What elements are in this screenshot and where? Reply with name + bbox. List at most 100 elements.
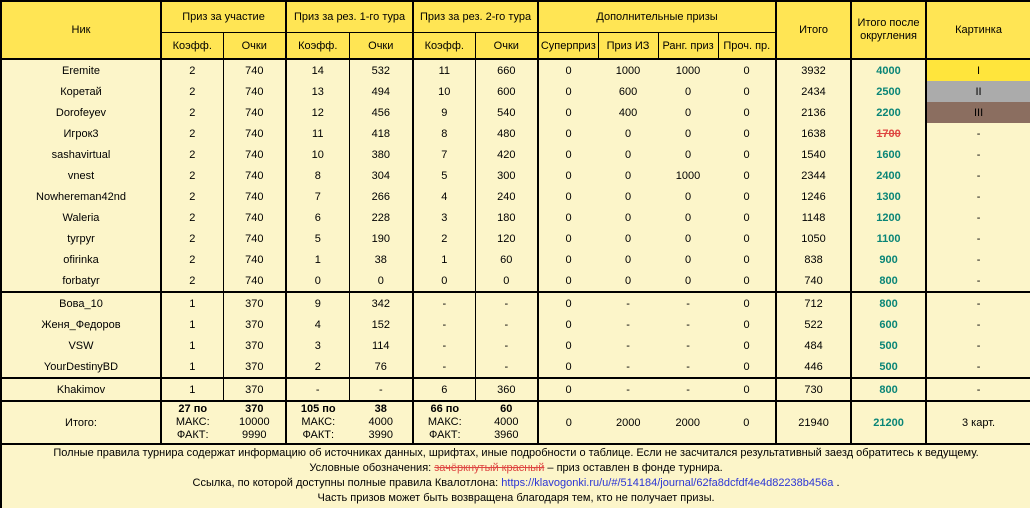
value-cell: 3 [286, 335, 350, 356]
value-cell: 114 [349, 335, 415, 356]
rounded-cell: 500 [851, 335, 928, 356]
totals-participation-max-label: МАКС: [175, 416, 210, 428]
value-cell: 0 [598, 123, 659, 144]
value-cell: 180 [475, 207, 540, 228]
value-cell: 370 [223, 314, 288, 335]
value-cell: 0 [718, 270, 778, 293]
rounded-cell: 1700 [851, 123, 928, 144]
value-cell: 494 [349, 81, 415, 102]
footer-notes: Полные правила турнира содержат информац… [1, 444, 1030, 508]
totals-round2-per: 60 [500, 403, 513, 415]
value-cell: - [658, 356, 719, 379]
value-cell: 370 [223, 356, 288, 379]
totals-round2-cell: 66 по 60 МАКС: 4000 ФАКТ: 3960 [413, 401, 540, 445]
player-row: Dorofeyev 2 740 12 456 9 540 0 400 0 0 2136 2200 III [1, 102, 1030, 123]
player-nick: forbatyr [1, 270, 162, 293]
picture-cell: - [926, 123, 1030, 144]
rounded-cell: 1200 [851, 207, 928, 228]
picture-cell: - [926, 249, 1030, 270]
totals-round1-cell: 105 по 38 МАКС: 4000 ФАКТ: 3990 [286, 401, 415, 445]
value-cell: 0 [538, 314, 599, 335]
totals-row: Итого: 27 по 370 МАКС: 10000 ФАКТ: 9990 105… [1, 401, 1030, 445]
totals-rank-prize: 2000 [675, 416, 701, 429]
table-header: Ник Приз за участие Приз за рез. 1-го ту… [1, 1, 1030, 60]
player-row: Коретай 2 740 13 494 10 600 0 600 0 0 2434 2500 II [1, 81, 1030, 102]
value-cell: 2 [413, 228, 476, 249]
value-cell: 4 [413, 186, 476, 207]
value-cell: 740 [223, 81, 288, 102]
player-nick: Вова_10 [1, 292, 162, 314]
value-cell: 370 [223, 335, 288, 356]
value-cell: - [413, 356, 476, 379]
player-row: Игрок3 2 740 11 418 8 480 0 0 0 0 1638 1700- [1, 123, 1030, 144]
value-cell: 10 [413, 81, 476, 102]
player-nick: tyrpyr [1, 228, 162, 249]
player-row: Nowhereman42nd 2 740 7 266 4 240 0 0 0 0 1246 1300- [1, 186, 1030, 207]
value-cell: 0 [538, 335, 599, 356]
value-cell: 0 [538, 207, 599, 228]
player-row: sashavirtual 2 740 10 380 7 420 0 0 0 0 1540 1600- [1, 144, 1030, 165]
rounded-cell: 800 [851, 378, 928, 402]
totals-round2-fact-label: ФАКТ: [428, 429, 461, 441]
value-cell: 0 [538, 144, 599, 165]
totals-participation-max: 10000 [238, 416, 270, 428]
header-sub-coeff-2: Коэфф. [286, 32, 350, 60]
player-nick: ofirinka [1, 249, 162, 270]
value-cell: 0 [598, 228, 659, 249]
value-cell: 2 [161, 165, 224, 186]
totals-round2-count: 66 по [430, 403, 460, 415]
total-cell: 1246 [776, 186, 853, 207]
player-row: forbatyr 2 740 0 0 0 0 0 0 0 0 740 800- [1, 270, 1030, 293]
value-cell: 0 [538, 81, 599, 102]
rules-link[interactable]: https://klavogonki.ru/u/#/514184/journal… [501, 477, 834, 489]
value-cell: 0 [718, 335, 778, 356]
total-cell: 1540 [776, 144, 853, 165]
value-cell: - [413, 314, 476, 335]
value-cell: 0 [658, 123, 719, 144]
header-group-extra-prizes: Дополнительные призы [538, 1, 778, 33]
picture-cell: - [926, 270, 1030, 293]
value-cell: 0 [538, 123, 599, 144]
rounded-cell: 800 [851, 292, 928, 314]
player-row: Khakimov 1 370- -6 360 0- -0 730 800- [1, 378, 1030, 402]
value-cell: 342 [349, 292, 415, 314]
value-cell: 0 [718, 207, 778, 228]
footer-line-return: Часть призов может быть возвращена благо… [317, 492, 715, 504]
value-cell: - [658, 378, 719, 402]
player-row: Женя_Федоров 1 370 4 152- -0- -0 522 600- [1, 314, 1030, 335]
header-sub-coeff-3: Коэфф. [413, 32, 476, 60]
totals-total: 21940 [776, 401, 853, 445]
value-cell: 0 [718, 292, 778, 314]
value-cell: 0 [658, 228, 719, 249]
player-nick: sashavirtual [1, 144, 162, 165]
value-cell: 532 [349, 59, 415, 81]
value-cell: 120 [475, 228, 540, 249]
value-cell: 228 [349, 207, 415, 228]
header-sub-prize-iz: Приз ИЗ [598, 32, 659, 60]
totals-round1-fact: 3990 [368, 429, 394, 441]
value-cell: 1 [161, 314, 224, 335]
totals-round1-max: 4000 [368, 416, 394, 428]
value-cell: 0 [658, 249, 719, 270]
value-cell: 0 [598, 207, 659, 228]
total-cell: 2434 [776, 81, 853, 102]
value-cell: 0 [718, 356, 778, 379]
value-cell: 456 [349, 102, 415, 123]
value-cell: 9 [413, 102, 476, 123]
picture-cell: - [926, 228, 1030, 249]
footer-row: Полные правила турнира содержат информац… [1, 444, 1030, 508]
value-cell: 8 [286, 165, 350, 186]
header-sub-points-3: Очки [475, 32, 540, 60]
value-cell: 400 [598, 102, 659, 123]
picture-cell: - [926, 144, 1030, 165]
value-cell: 1000 [658, 59, 719, 81]
rounded-cell: 1600 [851, 144, 928, 165]
player-row: Вова_10 1 370 9 342- -0- -0 712 800- [1, 292, 1030, 314]
player-row: YourDestinyBD 1 370 2 76- -0- -0 446 500- [1, 356, 1030, 379]
value-cell: - [598, 314, 659, 335]
value-cell: 0 [538, 228, 599, 249]
value-cell: 1 [286, 249, 350, 270]
value-cell: 480 [475, 123, 540, 144]
player-row: ofirinka 2 740 1 38 1 60 0 0 0 0 838 900- [1, 249, 1030, 270]
